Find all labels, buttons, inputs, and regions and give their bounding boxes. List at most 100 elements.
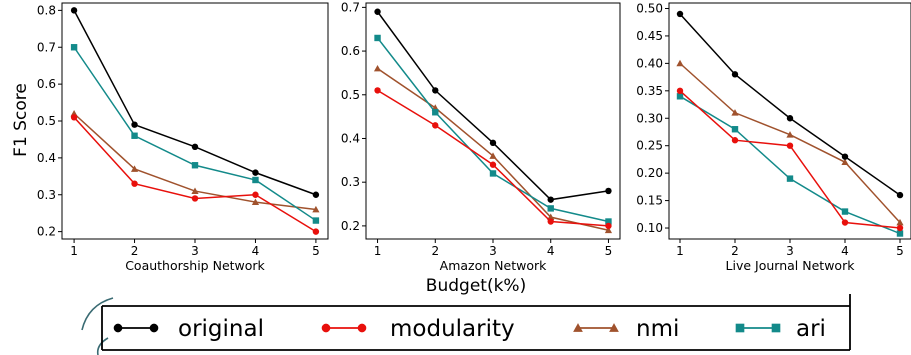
series-modularity	[374, 87, 612, 230]
data-point-nmi	[896, 218, 904, 226]
data-point-original	[841, 153, 849, 160]
y-tick-label: 0.20	[636, 166, 663, 180]
data-point-nmi	[786, 131, 794, 138]
y-tick-label: 0.7	[37, 40, 56, 54]
data-point-ari	[252, 176, 259, 184]
data-point-original	[547, 196, 554, 203]
x-tick-label: 3	[191, 244, 199, 258]
series-line-nmi	[377, 67, 609, 231]
legend-item-modularity: modularity	[321, 316, 515, 342]
chart-panels: 0.2 0.3 0.4 0.5 0.6 0.7 0.8 1 2 3 4 5 Coauthorship N…	[37, 0, 911, 273]
x-tick-label: 5	[605, 244, 613, 258]
data-point-original	[731, 71, 739, 78]
legend: original modularity nmi ari	[101, 294, 851, 351]
y-axis-label: F1 Score	[11, 83, 31, 157]
legend-label-nmi: nmi	[636, 316, 679, 342]
legend-marker-ari	[735, 323, 745, 333]
data-point-ari	[676, 93, 684, 100]
data-point-modularity	[432, 122, 439, 129]
series-original	[374, 8, 612, 203]
y-tick-label: 0.35	[636, 84, 663, 98]
y-tick-label: 0.3	[341, 175, 360, 189]
data-point-original	[312, 191, 320, 198]
series-modularity	[70, 114, 320, 235]
data-point-modularity	[731, 137, 739, 144]
legend-marker-original	[149, 323, 159, 333]
series-ari	[676, 93, 904, 237]
data-point-ari	[374, 34, 381, 42]
y-tick-label: 0.4	[37, 151, 56, 165]
data-point-modularity	[841, 219, 849, 226]
x-tick-label: 1	[70, 244, 78, 258]
data-point-nmi	[841, 158, 849, 166]
legend-item-original: original	[113, 316, 264, 342]
x-tick-label: 5	[312, 244, 320, 258]
legend-marker-nmi	[609, 323, 619, 332]
series-line-nmi	[73, 113, 316, 211]
legend-marker-modularity	[357, 323, 367, 333]
x-tick-label: 4	[252, 244, 260, 258]
data-point-nmi	[373, 64, 382, 72]
y-tick-label: 0.10	[636, 221, 663, 235]
data-point-original	[70, 7, 78, 14]
x-tick-label: 4	[547, 244, 555, 258]
data-point-modularity	[374, 87, 381, 94]
data-point-nmi	[312, 205, 320, 213]
data-point-ari	[896, 230, 904, 237]
y-tick-label: 0.25	[636, 139, 663, 153]
data-point-modularity	[605, 222, 612, 230]
data-point-original	[489, 139, 497, 147]
y-tick-label: 0.30	[636, 111, 663, 125]
data-point-ari	[841, 208, 849, 215]
legend-marker-original	[113, 323, 123, 333]
legend-item-nmi: nmi	[573, 316, 679, 342]
y-tick-label: 0.8	[37, 3, 56, 17]
series-line-modularity	[679, 90, 901, 229]
legend-label-ari: ari	[796, 316, 826, 342]
data-point-ari	[432, 109, 439, 116]
data-point-original	[786, 115, 794, 122]
data-point-ari	[70, 44, 78, 51]
data-point-modularity	[896, 224, 904, 232]
data-point-nmi	[130, 165, 139, 172]
y-tick-label: 0.6	[37, 77, 56, 91]
y-tick-label: 0.45	[636, 29, 663, 43]
data-point-ari	[131, 132, 138, 139]
data-point-ari	[489, 170, 497, 177]
x-tick-label: 5	[896, 244, 904, 258]
data-point-ari	[312, 217, 320, 224]
data-point-modularity	[547, 218, 554, 225]
x-tick-label: 2	[431, 244, 439, 258]
x-tick-label: 3	[489, 244, 497, 258]
panel-x-label: Live Journal Network	[726, 258, 856, 273]
data-point-original	[605, 187, 612, 195]
y-tick-label: 0.5	[341, 88, 360, 102]
data-point-modularity	[191, 195, 199, 202]
data-point-ari	[191, 162, 199, 169]
data-point-ari	[605, 218, 612, 225]
data-point-original	[374, 8, 381, 15]
data-point-nmi	[604, 226, 613, 234]
y-tick-label: 0.50	[636, 1, 663, 15]
series-ari	[374, 34, 612, 225]
chart-panel-1: 0.2 0.3 0.4 0.5 0.6 0.7 0.8 1 2 3 4 5 Coauthorship N…	[37, 2, 329, 273]
legend-label-original: original	[178, 316, 264, 342]
series-nmi	[373, 64, 613, 234]
data-point-ari	[547, 205, 554, 212]
data-point-modularity	[676, 87, 684, 95]
x-tick-label: 1	[676, 244, 684, 258]
y-tick-label: 0.4	[341, 131, 360, 145]
legend-marker-nmi	[573, 323, 583, 332]
data-point-nmi	[676, 59, 684, 67]
x-tick-label: 2	[131, 244, 139, 258]
series-ari	[70, 44, 320, 224]
x-tick-label: 3	[786, 244, 794, 258]
data-point-nmi	[547, 213, 555, 221]
x-axis-label: Budget(k%)	[426, 276, 526, 296]
series-line-ari	[73, 46, 317, 222]
plot-frame	[365, 2, 621, 240]
series-line-modularity	[73, 116, 317, 233]
legend-marker-ari	[771, 323, 781, 333]
data-point-modularity	[786, 142, 794, 149]
